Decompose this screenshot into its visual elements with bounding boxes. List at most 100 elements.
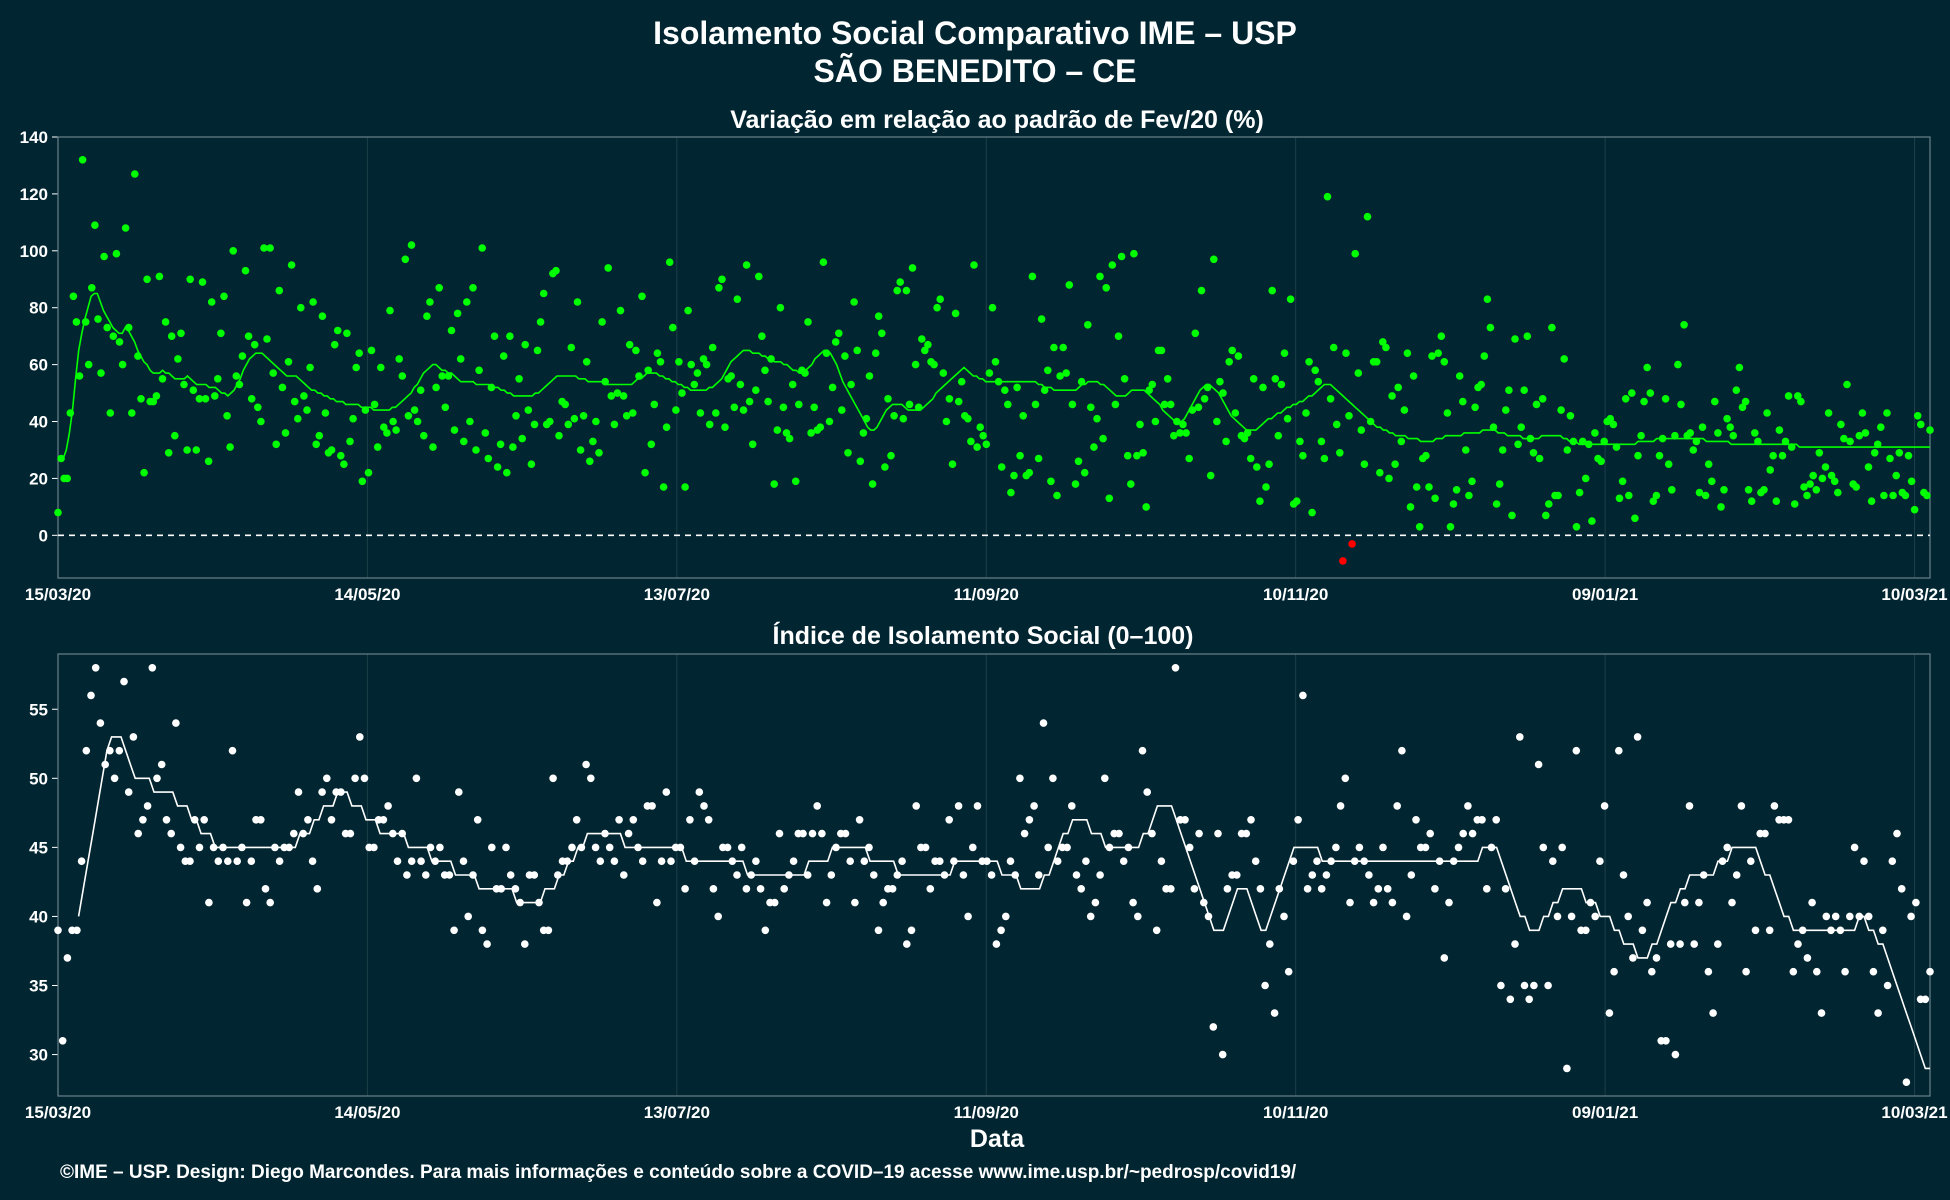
data-point [120, 677, 128, 686]
data-point [576, 446, 585, 454]
data-point [1006, 857, 1015, 865]
data-point [1028, 272, 1037, 281]
data-point [312, 440, 321, 449]
data-point [1652, 491, 1661, 500]
data-point [300, 392, 308, 400]
data-point [1283, 414, 1292, 423]
data-point [224, 857, 232, 865]
data-point [610, 857, 619, 865]
data-point [650, 400, 659, 409]
data-point [1827, 471, 1836, 480]
data-point [177, 329, 185, 338]
data-point [1729, 431, 1738, 440]
data-point [1921, 995, 1930, 1004]
data-point [1850, 843, 1859, 852]
data-point [1182, 429, 1190, 437]
data-point [1120, 375, 1129, 383]
data-point [355, 349, 364, 358]
data-point [1293, 497, 1301, 506]
data-point [69, 292, 78, 301]
data-point [1074, 457, 1083, 466]
data-point [337, 451, 345, 460]
data-point [988, 303, 997, 312]
data-point [789, 857, 798, 865]
data-point [1840, 434, 1848, 443]
plot-frame [57, 653, 1931, 1097]
data-point [1035, 871, 1043, 879]
data-point [644, 366, 652, 375]
data-point [1709, 1009, 1717, 1017]
data-point [412, 774, 421, 783]
data-point [423, 312, 431, 321]
data-point [728, 857, 737, 865]
data-point [1274, 431, 1283, 440]
data-point [1133, 451, 1141, 460]
data-point [1056, 372, 1064, 380]
data-point [1784, 392, 1793, 400]
data-point [1160, 400, 1169, 409]
data-point [340, 460, 348, 469]
data-point [546, 417, 554, 426]
data-point [1284, 967, 1293, 976]
data-point [1336, 802, 1345, 810]
data-point [266, 244, 274, 252]
data-point [1634, 451, 1642, 460]
data-point [1836, 926, 1845, 935]
data-point [1619, 871, 1628, 879]
data-point [1822, 912, 1831, 921]
data-point [1379, 843, 1387, 852]
data-point [1197, 286, 1206, 295]
data-point [1102, 284, 1110, 292]
data-point [709, 885, 718, 893]
data-point [656, 358, 665, 366]
data-point [634, 843, 642, 852]
moving-average-line [77, 736, 1930, 1070]
data-point [1323, 192, 1332, 201]
data-point [1784, 816, 1793, 824]
data-point [1101, 774, 1109, 783]
data-point [1366, 417, 1375, 426]
data-point [1542, 511, 1550, 520]
data-point [54, 926, 62, 935]
x-tick-label: 10/11/20 [1263, 1103, 1328, 1122]
data-point [473, 816, 482, 824]
data-point [1191, 329, 1200, 338]
data-point [1091, 898, 1100, 907]
data-point [653, 898, 661, 907]
data-point [1166, 400, 1175, 409]
data-point [908, 264, 917, 272]
data-point [149, 397, 158, 406]
data-point [1152, 926, 1161, 935]
data-point [957, 377, 966, 386]
data-point [1136, 420, 1144, 429]
data-point [109, 332, 118, 341]
data-point [404, 412, 413, 420]
data-point [1379, 338, 1387, 346]
data-point [407, 857, 416, 865]
data-point [1468, 477, 1476, 486]
data-point [1350, 857, 1359, 865]
data-point [1271, 375, 1280, 383]
y-tick-label: 40 [29, 413, 48, 432]
data-point [422, 871, 430, 879]
data-point [1016, 774, 1024, 783]
data-point [1806, 480, 1814, 488]
data-point [1668, 486, 1676, 494]
data-point [214, 857, 223, 865]
data-point [888, 885, 897, 893]
data-point [657, 857, 666, 865]
x-axis-label: Data [970, 1125, 1025, 1153]
data-point [515, 375, 523, 383]
data-point [1606, 414, 1615, 423]
data-point [936, 295, 944, 304]
data-point [459, 857, 468, 865]
data-point [1322, 871, 1331, 879]
data-point [346, 437, 354, 446]
data-point [733, 871, 741, 879]
data-point [361, 406, 370, 414]
x-tick-label: 10/03/21 [1881, 585, 1947, 604]
data-point [1462, 446, 1470, 454]
data-point [1412, 816, 1420, 824]
data-point [1130, 249, 1138, 258]
